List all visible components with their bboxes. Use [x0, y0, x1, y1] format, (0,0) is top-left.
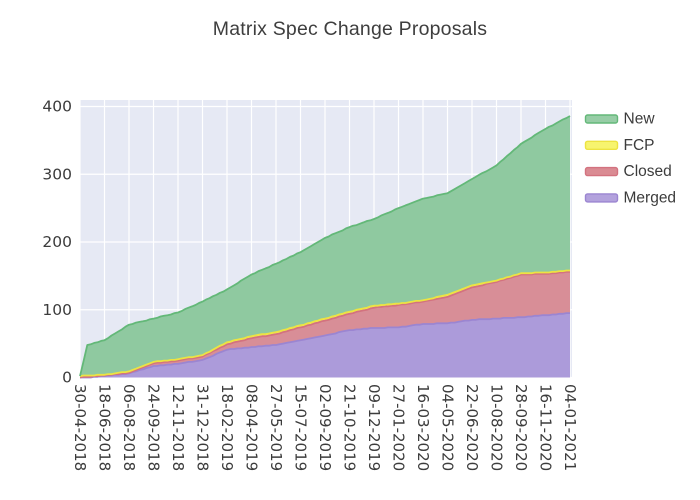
- legend-label: New: [624, 111, 656, 128]
- legend-swatch-fcp: [584, 140, 619, 151]
- legend-label: Closed: [624, 163, 672, 180]
- x-tick-label: 08-04-2019: [243, 384, 261, 471]
- x-tick-label: 06-08-2018: [120, 384, 138, 471]
- area-line-closed: [79, 270, 570, 379]
- y-tick-label: 100: [42, 301, 72, 319]
- area-band-merged: [80, 313, 570, 378]
- x-tick-label: 27-01-2020: [390, 384, 408, 471]
- x-tick-label: 31-12-2018: [194, 384, 212, 471]
- x-tick-label: 21-10-2019: [341, 384, 359, 471]
- area-line-fcp: [79, 269, 570, 377]
- x-tick-label: 04-01-2021: [561, 384, 579, 471]
- x-tick-label: 28-09-2020: [512, 384, 530, 471]
- legend-item-merged[interactable]: Merged: [584, 189, 677, 206]
- x-tick-label: 18-06-2018: [96, 384, 114, 471]
- legend-label: Merged: [624, 189, 677, 206]
- legend-item-closed[interactable]: Closed: [584, 163, 672, 180]
- y-tick-label: 300: [42, 165, 72, 183]
- x-tick-label: 18-02-2019: [218, 384, 236, 471]
- area-line-new: [79, 115, 571, 377]
- x-tick-label: 30-04-2018: [71, 384, 89, 471]
- y-tick-label: 400: [42, 98, 72, 116]
- y-tick-label: 0: [62, 369, 72, 387]
- y-tick-label: 200: [42, 233, 72, 251]
- x-tick-label: 09-12-2019: [365, 384, 383, 471]
- x-tick-label: 15-07-2019: [292, 384, 310, 471]
- chart-title: Matrix Spec Change Proposals: [212, 18, 488, 40]
- legend-swatch-merged: [584, 193, 619, 203]
- legend-swatch-new: [584, 114, 619, 124]
- x-tick-label: 22-06-2020: [463, 384, 481, 471]
- x-tick-label: 24-09-2018: [145, 384, 163, 471]
- x-tick-label: 12-11-2018: [169, 384, 187, 471]
- x-tick-label: 10-08-2020: [488, 384, 506, 471]
- legend-swatch-closed: [584, 166, 619, 177]
- legend-label: FCP: [624, 137, 655, 154]
- x-tick-label: 04-05-2020: [439, 384, 457, 471]
- x-tick-label: 27-05-2019: [267, 384, 285, 471]
- area-band-new: [80, 116, 570, 377]
- legend-item-fcp[interactable]: FCP: [584, 137, 655, 154]
- x-tick-label: 02-09-2019: [316, 384, 334, 471]
- x-tick-label: 16-11-2020: [537, 384, 555, 471]
- area-line-merged: [80, 312, 570, 379]
- x-tick-label: 16-03-2020: [414, 384, 432, 471]
- area-band-closed: [80, 271, 570, 378]
- legend-item-new[interactable]: New: [584, 111, 656, 128]
